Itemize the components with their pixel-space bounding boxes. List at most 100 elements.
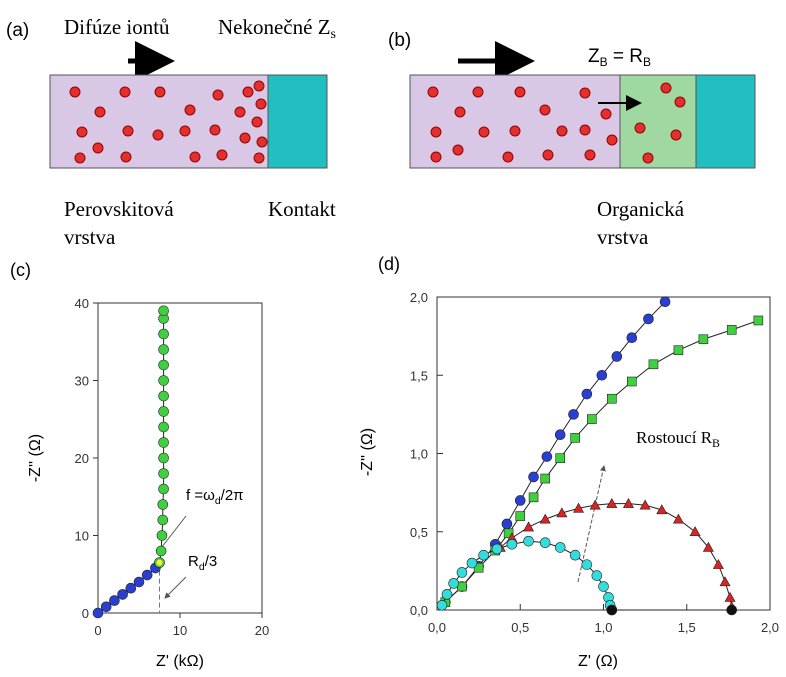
marker <box>627 376 637 387</box>
marker <box>539 513 551 524</box>
x-tick-label: 0,0 <box>428 620 446 635</box>
y-axis-label: -Z'' (Ω) <box>27 434 44 482</box>
marker <box>591 570 603 581</box>
annotation-part: /2π <box>221 487 244 504</box>
x-tick-label: 20 <box>255 623 269 638</box>
marker <box>611 351 623 362</box>
marker <box>156 530 168 541</box>
marker <box>726 604 738 616</box>
x-tick-label: 2,0 <box>761 620 779 635</box>
panel-label: (b) <box>388 30 411 51</box>
marker <box>712 558 724 569</box>
marker <box>158 468 169 479</box>
marker <box>587 414 597 424</box>
marker <box>639 499 651 510</box>
annotation-part: /3 <box>205 553 218 570</box>
contact-label: Kontakt <box>268 197 336 221</box>
marker <box>157 499 169 510</box>
marker <box>528 492 539 503</box>
marker <box>157 514 169 526</box>
panel-label: (d) <box>378 254 400 274</box>
marker <box>554 429 566 441</box>
layer-label: Perovskitová <box>64 197 174 221</box>
marker <box>158 305 169 317</box>
x-tick-label: 0,5 <box>511 620 529 635</box>
annotation-sub: B <box>712 436 720 450</box>
annotation-arrow <box>164 576 187 599</box>
marker <box>570 433 580 443</box>
highlight-point <box>156 559 163 566</box>
marker <box>158 437 169 448</box>
marker <box>606 497 618 508</box>
y-axis-label: -Z'' (Ω) <box>359 428 376 476</box>
marker <box>436 600 448 611</box>
y-tick-label: 0,0 <box>410 603 428 618</box>
ions <box>427 82 686 164</box>
marker <box>643 313 654 325</box>
marker <box>158 359 169 371</box>
y-tick-label: 30 <box>75 374 89 389</box>
y-tick-label: 10 <box>75 529 89 544</box>
marker <box>724 591 736 602</box>
annotation: f =ωd/2π <box>186 487 244 507</box>
marker <box>719 576 731 587</box>
marker <box>673 345 684 356</box>
annotation-sub: d <box>215 495 221 507</box>
marker <box>556 507 568 518</box>
marker <box>555 453 566 463</box>
marker <box>158 328 169 340</box>
marker <box>158 390 169 402</box>
marker <box>581 559 593 570</box>
marker <box>506 538 518 550</box>
marker <box>539 537 551 549</box>
marker <box>607 393 617 404</box>
marker <box>541 451 553 462</box>
marker <box>133 576 145 588</box>
x-axis-label: Z' (kΩ) <box>156 653 204 670</box>
marker <box>596 369 608 381</box>
marker <box>589 499 601 510</box>
layer-label: vrstva <box>597 225 649 249</box>
marker <box>569 549 581 561</box>
marker <box>606 604 618 616</box>
x-tick-label: 0 <box>94 623 101 638</box>
marker <box>117 589 128 600</box>
annotation-sub: d <box>199 561 205 573</box>
marker <box>478 549 489 561</box>
ions <box>69 80 268 164</box>
marker <box>158 483 169 495</box>
marker <box>92 607 104 619</box>
y-tick-label: 40 <box>75 296 89 311</box>
marker <box>100 601 112 613</box>
marker <box>158 344 169 355</box>
annotation-part: R <box>188 553 199 570</box>
annotation: Rostoucí RB <box>636 428 720 450</box>
x-tick-label: 1,0 <box>594 620 612 635</box>
y-tick-label: 1,5 <box>410 368 428 383</box>
marker <box>689 526 701 537</box>
annotation-part: Rostoucí R <box>636 428 713 447</box>
marker <box>726 325 737 335</box>
contact <box>695 74 756 169</box>
annotation-part: f =ω <box>186 487 215 504</box>
marker <box>501 518 513 530</box>
marker <box>141 569 153 581</box>
marker <box>540 473 551 484</box>
x-tick-label: 10 <box>173 623 187 638</box>
series-line <box>499 503 733 607</box>
marker <box>648 359 659 370</box>
y-tick-label: 20 <box>75 451 89 466</box>
marker <box>656 504 668 515</box>
marker <box>659 296 671 307</box>
marker <box>626 332 638 343</box>
series-line <box>444 320 759 603</box>
panel-label: (c) <box>10 260 31 280</box>
marker <box>491 543 503 555</box>
x-axis-label: Z' (Ω) <box>578 653 618 670</box>
marker <box>441 589 453 600</box>
plot-frame <box>97 302 263 614</box>
marker <box>581 388 593 400</box>
marker <box>672 513 684 524</box>
